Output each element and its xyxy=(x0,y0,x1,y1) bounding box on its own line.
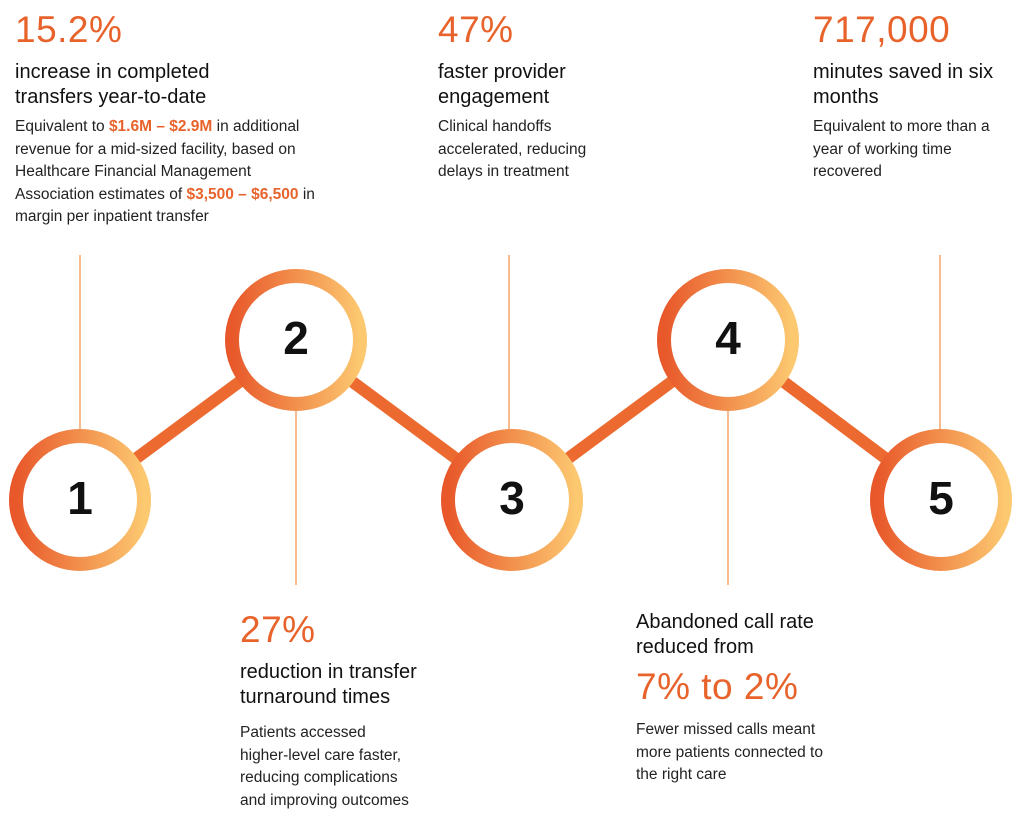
stat-block: 47% faster provider engagement Clinical … xyxy=(438,10,638,184)
heading: increase in completed transfers year-to-… xyxy=(15,61,210,108)
body: Fewer missed calls meant more patients c… xyxy=(636,721,823,783)
text: in margin per inpatient transfer xyxy=(15,185,315,226)
stat: 717,000 xyxy=(813,9,951,50)
stat-block: 27% reduction in transfer turnaround tim… xyxy=(240,610,440,812)
heading: faster provider engagement xyxy=(438,61,566,108)
node-number: 2 xyxy=(283,312,309,364)
body: Clinical handoffs accelerated, reducing … xyxy=(438,118,587,180)
heading: reduction in transfer turnaround times xyxy=(240,661,417,708)
heading: Abandoned call rate reduced from xyxy=(636,611,814,658)
stat: 15.2% xyxy=(15,9,123,50)
node-number: 5 xyxy=(928,472,954,524)
highlight: $3,500 – $6,500 xyxy=(186,185,299,203)
highlight: $1.6M – $2.9M xyxy=(108,118,213,135)
stat: 47% xyxy=(438,9,514,50)
node-number: 1 xyxy=(67,472,93,524)
body: Patients accessed higher-level care fast… xyxy=(240,724,409,809)
text: Equivalent to xyxy=(15,118,109,135)
stat-block: Abandoned call rate reduced from 7% to 2… xyxy=(636,610,856,787)
text: in additional revenue for a mid-sized fa… xyxy=(15,118,300,203)
stat-block: 15.2% increase in completed transfers ye… xyxy=(15,10,325,229)
node-number: 3 xyxy=(499,472,525,524)
stat: 27% xyxy=(240,609,316,650)
leader-lines xyxy=(79,255,941,585)
node-circles xyxy=(9,269,1012,571)
body: Equivalent to $1.6M – $2.9M in additiona… xyxy=(15,116,320,229)
node-number: 4 xyxy=(715,312,741,364)
stat: 7% to 2% xyxy=(636,666,799,707)
heading: minutes saved in six months xyxy=(813,61,994,108)
stat-block: 717,000 minutes saved in six months Equi… xyxy=(813,10,1018,184)
body: Equivalent to more than a year of workin… xyxy=(813,118,990,180)
